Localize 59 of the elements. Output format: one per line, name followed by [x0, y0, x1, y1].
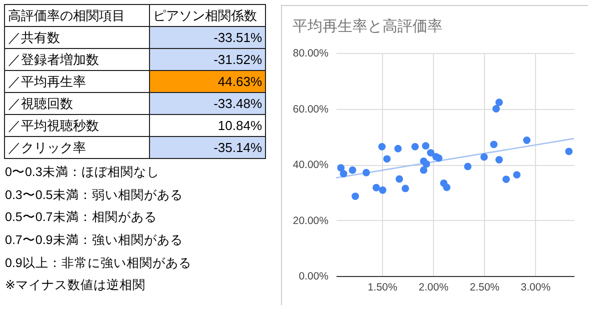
point: [383, 155, 391, 163]
point: [402, 184, 410, 192]
x-tick-label: 1.50%: [368, 282, 398, 294]
y-tick-label: 80.00%: [292, 48, 328, 60]
point: [435, 154, 442, 162]
y-tick-label: 20.00%: [292, 214, 328, 227]
text: ／共有数: [4, 26, 150, 48]
text: 0.3〜0.5未満：弱い相関がある: [4, 186, 184, 204]
text: ／登録者増加数: [4, 48, 150, 70]
point: [337, 164, 345, 172]
y-tick-label: 60.00%: [292, 103, 328, 116]
point: [480, 153, 488, 161]
point: [362, 168, 370, 176]
point: [378, 142, 386, 150]
point: [394, 144, 402, 152]
point: [422, 142, 430, 150]
point: [502, 176, 510, 183]
point: [422, 160, 430, 168]
text: ／クリック率: [4, 136, 150, 158]
point: [513, 171, 521, 179]
y-tick-label: 0.00%: [298, 270, 328, 282]
chart-title: 平均再生率と高評価率: [292, 18, 442, 35]
text: 0.7〜0.9未満：強い相関がある: [4, 232, 184, 250]
point: [464, 162, 472, 170]
text: ※マイナス数値は逆相関: [4, 277, 146, 294]
point: [492, 105, 500, 112]
point: [490, 140, 498, 148]
text: -33.51%: [150, 26, 266, 48]
y-tick-label: 40.00%: [292, 159, 328, 171]
text: ／平均再生率: [4, 70, 150, 92]
text: -33.48%: [150, 92, 266, 114]
text: -35.14%: [150, 136, 266, 158]
point: [443, 184, 450, 192]
point: [348, 166, 356, 174]
point: [495, 98, 503, 106]
text: 0〜0.3未満：ほぼ相関なし: [4, 164, 160, 181]
x-tick-label: 3.00%: [520, 282, 551, 294]
x-tick-label: 2.00%: [418, 282, 448, 294]
text: ピアソン相関係数: [150, 4, 266, 26]
point: [378, 186, 386, 194]
point: [352, 192, 360, 200]
text: ／平均視聴秒数: [4, 114, 150, 136]
text: 高評価率の相関項目: [4, 4, 150, 26]
point: [523, 136, 531, 144]
point: [495, 156, 503, 164]
point: [565, 148, 573, 156]
point: [396, 175, 404, 183]
x-tick-label: 2.50%: [470, 282, 500, 294]
point: [340, 170, 348, 178]
point: [372, 184, 380, 192]
point: [426, 149, 434, 156]
point: [411, 142, 419, 150]
text: 0.9以上：非常に強い相関がある: [4, 254, 192, 272]
text: ／視聴回数: [4, 92, 150, 114]
text: 0.5〜0.7未満：相関がある: [4, 209, 158, 226]
text: 10.84%: [150, 114, 266, 136]
point: [420, 166, 428, 174]
text: 44.63%: [150, 70, 266, 92]
text: -31.52%: [150, 48, 266, 70]
